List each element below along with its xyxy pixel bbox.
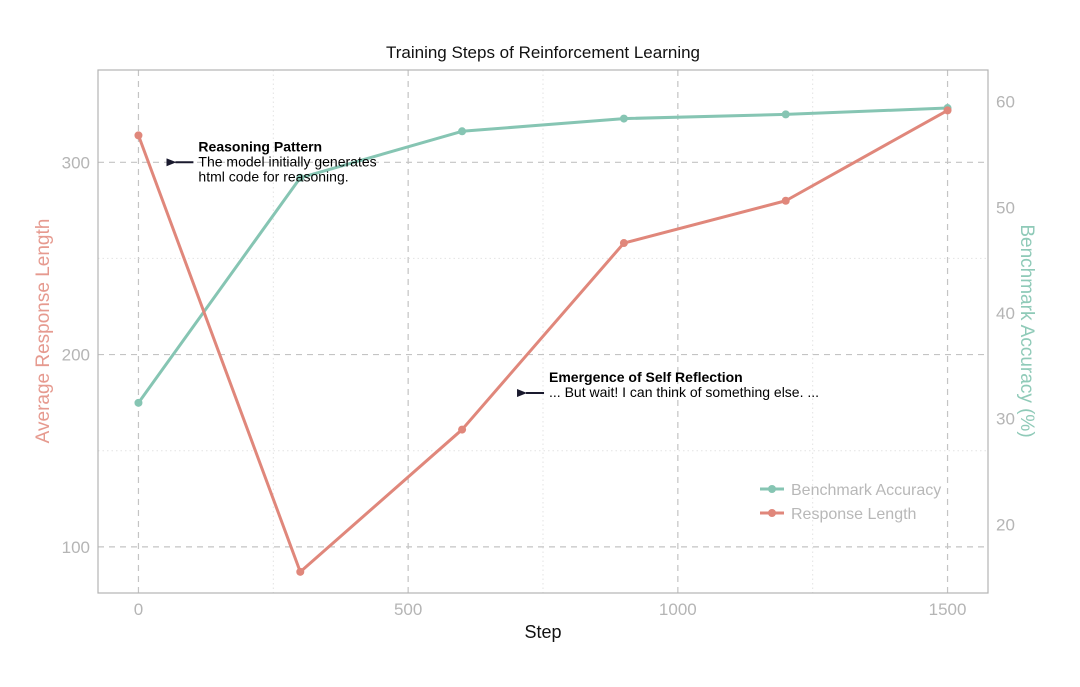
- grid: [98, 70, 988, 593]
- data-point-response-length: [781, 196, 790, 205]
- legend-marker: [768, 485, 776, 493]
- y-right-tick-label: 40: [996, 304, 1015, 323]
- y-right-tick-label: 60: [996, 93, 1015, 112]
- data-point-benchmark-accuracy: [134, 398, 143, 407]
- x-ticks: 0 500 1000 1500: [134, 600, 967, 619]
- data-point-response-length: [296, 567, 305, 576]
- data-point-response-length: [943, 106, 952, 115]
- y-right-tick-label: 20: [996, 515, 1015, 534]
- y-left-ticks: 100 200 300: [62, 153, 90, 557]
- y-right-ticks: 20 30 40 50 60: [996, 93, 1015, 535]
- y-left-tick-label: 200: [62, 346, 90, 365]
- annotation-text: ... But wait! I can think of something e…: [549, 384, 819, 400]
- data-point-response-length: [134, 131, 143, 140]
- series-line-response-length: [136, 108, 950, 574]
- x-axis-label: Step: [524, 622, 561, 642]
- x-tick-label: 1500: [929, 600, 967, 619]
- legend-label: Benchmark Accuracy: [791, 482, 941, 499]
- data-point-benchmark-accuracy: [619, 114, 628, 123]
- data-point-response-length: [619, 239, 628, 248]
- x-tick-label: 0: [134, 600, 143, 619]
- y-left-tick-label: 300: [62, 153, 90, 172]
- y-left-tick-label: 100: [62, 538, 90, 557]
- annotation-text: html code for reasoning.: [198, 168, 348, 184]
- annotation-title: Emergence of Self Reflection: [549, 369, 743, 385]
- legend: Benchmark Accuracy Response Length: [760, 482, 941, 523]
- data-point-benchmark-accuracy: [458, 127, 467, 136]
- series-layer: [134, 104, 952, 576]
- y-axis-label-left: Average Response Length: [33, 219, 54, 444]
- annotation-text: The model initially generates: [198, 153, 376, 169]
- chart-title: Training Steps of Reinforcement Learning: [386, 43, 700, 62]
- plot-frame: [97, 69, 989, 594]
- data-point-response-length: [458, 425, 467, 434]
- x-tick-label: 1000: [659, 600, 697, 619]
- legend-marker: [768, 509, 776, 517]
- y-right-tick-label: 50: [996, 198, 1015, 217]
- y-right-tick-label: 30: [996, 410, 1015, 429]
- y-axis-label-right: Benchmark Accuracy (%): [1016, 224, 1037, 437]
- series-line-benchmark-accuracy: [136, 106, 950, 405]
- annotation-title: Reasoning Pattern: [198, 138, 322, 154]
- legend-label: Response Length: [791, 506, 916, 523]
- x-tick-label: 500: [394, 600, 422, 619]
- data-point-benchmark-accuracy: [781, 110, 790, 119]
- data-point-benchmark-accuracy: [296, 173, 305, 182]
